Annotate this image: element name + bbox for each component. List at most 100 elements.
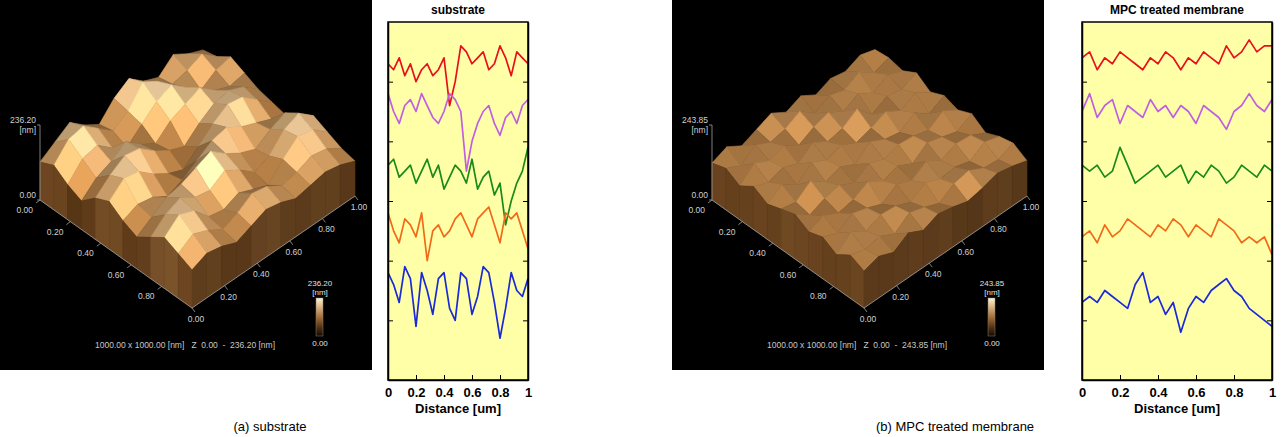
surface-cell — [213, 104, 242, 127]
x-tick-label: 0.8 — [1225, 385, 1243, 400]
x-tick — [97, 243, 101, 246]
scan-annotation: 1000.00 x 1000.00 [nm] Z 0.00 - 243.85 [… — [767, 340, 947, 350]
x-tick: 0.2 — [1111, 375, 1129, 400]
surface-cell — [815, 95, 844, 113]
profile-line — [388, 207, 528, 261]
surface-marks — [40, 50, 355, 308]
surface-wall — [222, 243, 237, 288]
y-tick — [1027, 196, 1030, 200]
surface-cell — [901, 93, 930, 114]
surface-cell — [837, 214, 866, 233]
y-axis-line — [864, 196, 1027, 308]
color-bar — [988, 298, 995, 336]
color-bar-title: [nm] — [312, 288, 328, 297]
y-tick-label: 0.80 — [318, 224, 335, 234]
z-tick-label: 0.00 — [19, 190, 36, 200]
surface-wall — [740, 186, 754, 230]
surface-wall — [68, 185, 82, 230]
color-bar-title: [nm] — [984, 288, 1000, 297]
surface-wall — [81, 198, 95, 239]
y-tick — [962, 241, 965, 245]
x-tick: 0.2 — [407, 375, 425, 400]
z-axis-line — [712, 125, 713, 200]
surface-cell — [882, 185, 911, 207]
x-tick-label: 0.2 — [1111, 385, 1129, 400]
surface-wall — [983, 173, 998, 226]
x-axis-line — [40, 200, 192, 308]
z-axis-title: [nm] — [19, 125, 36, 135]
surface-cell — [798, 143, 827, 164]
surface-wall — [1012, 161, 1027, 207]
z-axis-line — [40, 125, 41, 200]
chart-title: substrate — [431, 3, 485, 17]
y-tick-label: 0.40 — [253, 269, 270, 279]
surface-wall — [726, 168, 740, 219]
x-tick: 0.6 — [463, 375, 481, 400]
x-tick-label: 0.6 — [1187, 385, 1205, 400]
x-tick-label: 0.80 — [138, 291, 155, 301]
plot-background — [1082, 22, 1272, 380]
surface-panel: 0.000.200.400.600.800.000.200.400.600.80… — [0, 0, 372, 370]
surface-wall — [40, 162, 54, 210]
y-axis-line — [192, 196, 355, 308]
surface-wall — [781, 209, 795, 259]
surface-wall — [236, 226, 251, 277]
x-tick: 0.6 — [1187, 375, 1205, 400]
x-tick-label: 0.6 — [463, 385, 481, 400]
surface-wall — [151, 237, 165, 288]
profile-panel: 00.20.40.60.81substrateDistance [um] — [385, 3, 532, 416]
profile-panel: 00.20.40.60.81MPC treated membraneDistan… — [1079, 3, 1276, 416]
z-tick-label: 0.00 — [691, 190, 708, 200]
figure: 0.000.200.400.600.800.000.200.400.600.80… — [0, 0, 1282, 437]
y-tick-label: 0.40 — [925, 269, 942, 279]
color-bar-label: 236.20 — [308, 279, 333, 288]
y-tick — [322, 218, 325, 222]
y-tick — [257, 263, 260, 267]
x-tick-label: 0.2 — [407, 385, 425, 400]
z-tick — [37, 125, 40, 126]
surface-wall — [809, 232, 823, 279]
y-tick — [929, 263, 932, 267]
chart-title: MPC treated membrane — [1110, 3, 1244, 17]
z-tick-label: 236.20 — [10, 115, 36, 125]
plot-frame — [1082, 22, 1272, 380]
y-tick-label: 0.60 — [286, 247, 303, 257]
surface-cell — [895, 213, 924, 234]
profile-line — [388, 94, 528, 172]
x-tick: 0.4 — [1149, 375, 1168, 400]
surface-wall — [281, 199, 296, 247]
x-tick-label: 0.00 — [688, 205, 705, 215]
panel-background — [672, 0, 1044, 370]
x-tick — [738, 222, 742, 225]
panel-background — [0, 0, 372, 370]
surface-wall — [997, 166, 1012, 216]
surface-wall — [296, 185, 311, 236]
surface-wall — [767, 204, 781, 249]
surface-wall — [938, 207, 953, 257]
profile-line — [1082, 94, 1272, 130]
color-bar — [316, 298, 323, 336]
x-tick — [66, 222, 70, 225]
profile-line — [388, 267, 528, 339]
x-axis-title: Distance [um] — [1134, 401, 1220, 416]
surface-wall — [908, 230, 923, 277]
surface-cell — [854, 163, 883, 182]
x-axis-title: Distance [um] — [415, 401, 501, 416]
surface-wall — [340, 161, 355, 206]
x-tick-label: 0.4 — [435, 385, 454, 400]
profile-line — [1082, 147, 1272, 183]
surface-wall — [864, 256, 879, 308]
y-tick — [290, 241, 293, 245]
z-tick-label: 243.85 — [682, 115, 708, 125]
z-tick — [709, 200, 712, 201]
surface-wall — [968, 188, 983, 237]
x-tick-label: 0.40 — [77, 248, 94, 258]
y-tick-label: 0.20 — [892, 292, 909, 302]
x-tick-label: 0.00 — [16, 205, 33, 215]
x-tick — [158, 286, 162, 289]
x-tick-label: 0.8 — [491, 385, 509, 400]
y-tick-label: 0.00 — [188, 314, 205, 324]
profile-line — [1082, 219, 1272, 255]
surface-wall — [164, 238, 178, 299]
caption: (a) substrate — [234, 419, 307, 434]
